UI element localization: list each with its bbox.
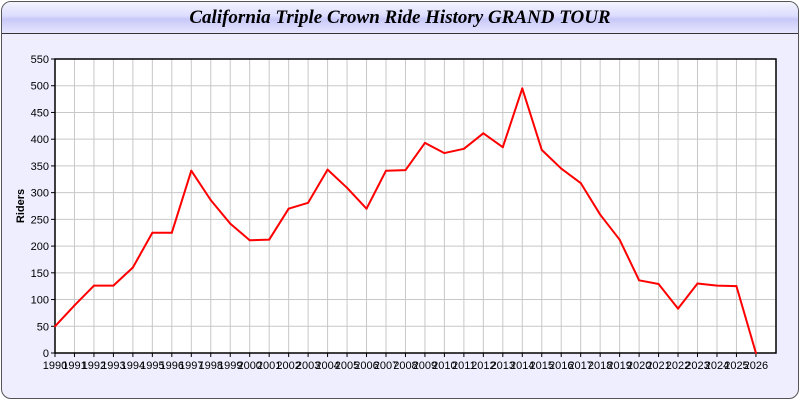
data-point <box>151 231 154 234</box>
data-point <box>521 87 524 90</box>
x-tick-label: 1996 <box>160 360 184 372</box>
x-tick-label: 2011 <box>452 360 476 372</box>
data-point <box>209 199 212 202</box>
x-tick-label: 1991 <box>62 360 86 372</box>
x-tick-label: 2007 <box>374 360 398 372</box>
x-tick-label: 1997 <box>179 360 203 372</box>
x-tick-label: 2019 <box>607 360 631 372</box>
x-tick-label: 1995 <box>140 360 164 372</box>
x-tick-label: 2008 <box>393 360 417 372</box>
data-point <box>677 307 680 310</box>
data-point <box>307 201 310 204</box>
data-point <box>131 266 134 269</box>
y-tick-label: 300 <box>31 188 49 200</box>
x-tick-label: 2016 <box>549 360 573 372</box>
x-tick-label: 2014 <box>510 360 534 372</box>
data-point <box>579 182 582 185</box>
x-tick-label: 2005 <box>335 360 359 372</box>
y-axis-label: Riders <box>15 189 27 223</box>
y-tick-label: 250 <box>31 214 49 226</box>
x-tick-label: 1998 <box>199 360 223 372</box>
x-tick-label: 2006 <box>354 360 378 372</box>
y-tick-label: 150 <box>31 268 49 280</box>
x-tick-label: 2004 <box>315 360 339 372</box>
x-tick-label: 2022 <box>666 360 690 372</box>
data-point <box>268 238 271 241</box>
data-point <box>248 239 251 242</box>
x-tick-label: 2025 <box>724 360 748 372</box>
x-tick-label: 2013 <box>491 360 515 372</box>
data-point <box>287 207 290 210</box>
x-tick-label: 1999 <box>218 360 242 372</box>
data-point <box>54 325 56 328</box>
data-point <box>423 141 426 144</box>
title-bar: California Triple Crown Ride History GRA… <box>2 2 798 34</box>
y-tick-label: 350 <box>31 161 49 173</box>
x-tick-label: 2017 <box>568 360 592 372</box>
data-point <box>599 213 602 216</box>
data-point <box>638 279 641 282</box>
chart-title: California Triple Crown Ride History GRA… <box>189 7 611 28</box>
y-tick-label: 400 <box>31 134 49 146</box>
y-tick-label: 100 <box>31 295 49 307</box>
y-tick-label: 200 <box>31 241 49 253</box>
data-point <box>540 148 543 151</box>
data-point <box>190 169 193 172</box>
x-tick-label: 2018 <box>588 360 612 372</box>
data-point <box>696 282 699 285</box>
x-tick-label: 2009 <box>413 360 437 372</box>
x-tick-label: 1993 <box>101 360 125 372</box>
x-tick-label: 2015 <box>530 360 554 372</box>
x-tick-label: 2024 <box>705 360 729 372</box>
data-point <box>384 169 387 172</box>
data-point <box>501 146 504 149</box>
plot-area <box>55 59 776 353</box>
x-tick-label: 2020 <box>627 360 651 372</box>
x-tick-label: 2003 <box>296 360 320 372</box>
data-point <box>462 147 465 150</box>
data-point <box>560 167 563 170</box>
data-point <box>346 186 349 189</box>
x-tick-label: 2001 <box>257 360 281 372</box>
data-point <box>170 231 173 234</box>
x-tick-label: 2023 <box>685 360 709 372</box>
y-tick-label: 550 <box>31 54 49 66</box>
data-point <box>482 132 485 135</box>
data-point <box>735 285 738 288</box>
data-point <box>754 352 757 354</box>
x-tick-label: 1992 <box>82 360 106 372</box>
y-tick-label: 0 <box>43 348 49 360</box>
y-tick-label: 50 <box>37 321 49 333</box>
data-point <box>73 304 76 307</box>
x-tick-label: 2026 <box>744 360 768 372</box>
x-tick-label: 2010 <box>432 360 456 372</box>
y-tick-label: 450 <box>31 107 49 119</box>
x-tick-label: 2021 <box>646 360 670 372</box>
data-point <box>229 222 232 225</box>
data-point <box>365 207 368 210</box>
x-tick-label: 2002 <box>276 360 300 372</box>
data-point <box>715 284 718 287</box>
data-point <box>404 169 407 172</box>
data-point <box>657 283 660 286</box>
data-point <box>443 152 446 155</box>
x-tick-label: 1990 <box>43 360 67 372</box>
plot-border <box>54 58 777 354</box>
x-tick-label: 1994 <box>121 360 145 372</box>
x-tick-label: 2000 <box>237 360 261 372</box>
data-point <box>618 238 621 241</box>
data-point <box>92 284 95 287</box>
y-tick-label: 500 <box>31 81 49 93</box>
data-point <box>326 168 329 171</box>
data-point <box>112 284 115 287</box>
x-tick-label: 2012 <box>471 360 495 372</box>
